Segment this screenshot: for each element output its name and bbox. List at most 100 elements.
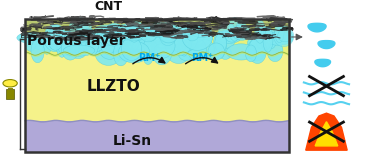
Ellipse shape [132,40,157,53]
Ellipse shape [159,24,178,43]
Ellipse shape [170,32,182,47]
Ellipse shape [98,26,119,46]
Polygon shape [315,122,338,146]
Ellipse shape [117,40,144,61]
Ellipse shape [166,38,191,64]
Ellipse shape [25,35,36,51]
Ellipse shape [184,44,205,59]
Ellipse shape [152,39,172,65]
Ellipse shape [90,33,115,49]
Ellipse shape [56,34,68,57]
Ellipse shape [147,42,174,54]
Ellipse shape [42,33,52,54]
Ellipse shape [125,35,152,50]
Ellipse shape [260,34,285,44]
Ellipse shape [256,27,265,49]
FancyBboxPatch shape [25,51,289,121]
Ellipse shape [157,39,184,52]
Ellipse shape [267,29,277,49]
Ellipse shape [69,41,87,59]
Ellipse shape [213,31,226,58]
Ellipse shape [69,18,92,40]
Ellipse shape [122,21,146,41]
Ellipse shape [261,27,271,50]
Ellipse shape [248,38,266,64]
Ellipse shape [116,28,133,45]
Ellipse shape [165,34,191,56]
Ellipse shape [187,39,206,61]
Ellipse shape [113,41,129,66]
Ellipse shape [236,20,246,37]
Ellipse shape [186,28,198,41]
Text: Li-Sn: Li-Sn [113,134,152,148]
Ellipse shape [81,30,98,52]
Ellipse shape [229,17,241,41]
Text: RM⁺: RM⁺ [138,53,161,63]
Ellipse shape [60,31,75,51]
Ellipse shape [215,33,226,53]
Ellipse shape [114,24,136,40]
Ellipse shape [247,39,266,61]
Ellipse shape [3,80,17,87]
Ellipse shape [31,39,44,63]
Ellipse shape [248,34,270,52]
Ellipse shape [216,31,241,43]
Ellipse shape [64,36,77,56]
Ellipse shape [278,29,292,42]
Ellipse shape [217,30,235,49]
Text: CNT: CNT [94,0,122,13]
Ellipse shape [126,38,146,55]
Ellipse shape [63,45,95,56]
Ellipse shape [49,27,60,41]
FancyBboxPatch shape [25,19,289,36]
Ellipse shape [255,20,265,43]
Ellipse shape [232,25,251,40]
Polygon shape [318,41,335,49]
Ellipse shape [99,40,120,59]
Ellipse shape [152,42,166,55]
Ellipse shape [76,21,89,42]
Ellipse shape [263,27,273,52]
Ellipse shape [57,31,77,55]
Ellipse shape [263,32,293,45]
Ellipse shape [233,29,251,40]
Ellipse shape [218,23,235,36]
Ellipse shape [95,39,122,65]
Ellipse shape [160,27,176,46]
Ellipse shape [44,24,67,52]
Ellipse shape [168,26,198,53]
Ellipse shape [160,33,175,46]
Ellipse shape [91,37,115,49]
Ellipse shape [143,42,154,64]
FancyBboxPatch shape [25,36,289,54]
Ellipse shape [274,26,294,47]
Ellipse shape [191,27,212,38]
Ellipse shape [181,33,191,53]
Ellipse shape [154,43,174,56]
Ellipse shape [275,21,284,43]
Ellipse shape [179,30,189,56]
Polygon shape [315,59,330,67]
Ellipse shape [230,26,243,37]
Text: RM⁺: RM⁺ [191,53,213,63]
Ellipse shape [98,30,118,54]
Ellipse shape [226,31,238,42]
Ellipse shape [48,29,63,50]
Ellipse shape [102,23,126,50]
Ellipse shape [118,41,150,63]
Ellipse shape [17,32,46,43]
Ellipse shape [80,40,103,52]
Ellipse shape [129,29,139,42]
Ellipse shape [80,29,98,42]
Ellipse shape [54,33,78,49]
Ellipse shape [189,30,212,46]
Ellipse shape [140,26,156,42]
Ellipse shape [182,30,203,48]
FancyBboxPatch shape [25,121,289,152]
Ellipse shape [129,24,150,36]
Ellipse shape [184,46,200,60]
Ellipse shape [116,41,128,55]
Ellipse shape [86,34,99,55]
Ellipse shape [33,39,51,50]
Ellipse shape [196,40,214,59]
